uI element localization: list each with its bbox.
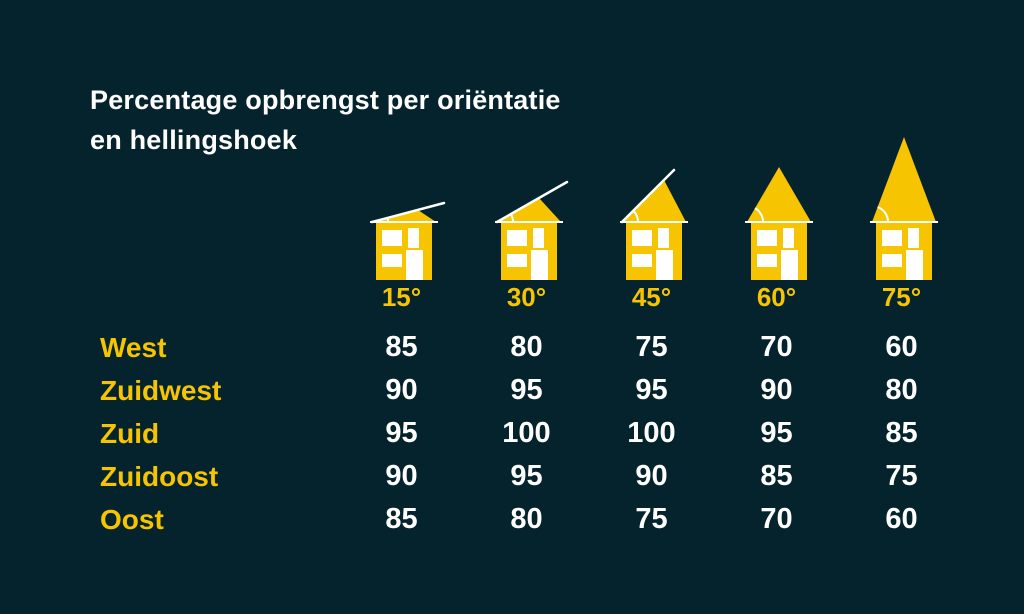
column-header-angle-60: 60° <box>756 282 797 312</box>
data-table: West 85 80 75 70 60 Zuidwest 90 95 95 90… <box>96 326 964 541</box>
column-header-angle-45: 45° <box>631 282 672 312</box>
column-headers-row: 15° 30° 45° 60° 75° <box>339 282 964 313</box>
value-cell: 60 <box>885 503 918 535</box>
value-cell: 95 <box>510 460 543 492</box>
table-row-zuid: Zuid 95 100 100 95 85 <box>96 412 964 455</box>
table-row-zuidwest: Zuidwest 90 95 95 90 80 <box>96 369 964 412</box>
column-header-angle-75: 75° <box>881 282 922 312</box>
house-cell-45 <box>589 130 714 280</box>
page-title-line1: Percentage opbrengst per oriëntatie <box>90 85 561 115</box>
value-cell: 85 <box>385 331 418 363</box>
value-cell: 90 <box>760 374 793 406</box>
row-label-zuidwest: Zuidwest <box>100 374 222 406</box>
value-cell: 75 <box>635 503 668 535</box>
row-label-zuidoost: Zuidoost <box>100 460 219 492</box>
value-cell: 90 <box>385 374 418 406</box>
value-cell: 85 <box>385 503 418 535</box>
house-icon-15deg <box>369 201 445 280</box>
value-cell: 95 <box>635 374 668 406</box>
value-cell: 100 <box>502 417 551 449</box>
row-label-oost: Oost <box>100 503 164 535</box>
value-cell: 95 <box>510 374 543 406</box>
value-cell: 95 <box>760 417 793 449</box>
house-icon-45deg <box>619 168 688 280</box>
page-title-line2: en hellingshoek <box>90 125 298 155</box>
value-cell: 90 <box>385 460 418 492</box>
house-icons-row <box>339 130 964 280</box>
house-cell-60 <box>714 130 839 280</box>
column-header-angle-15: 15° <box>381 282 422 312</box>
value-cell: 75 <box>885 460 918 492</box>
value-cell: 80 <box>510 331 543 363</box>
house-icon-60deg <box>744 167 813 280</box>
house-icon-30deg <box>494 180 568 280</box>
house-cell-30 <box>464 130 589 280</box>
value-cell: 90 <box>635 460 668 492</box>
value-cell: 100 <box>627 417 676 449</box>
house-cell-15 <box>339 130 464 280</box>
house-icon-75deg <box>869 137 938 280</box>
value-cell: 70 <box>760 503 793 535</box>
table-row-west: West 85 80 75 70 60 <box>96 326 964 369</box>
value-cell: 70 <box>760 331 793 363</box>
table-row-zuidoost: Zuidoost 90 95 90 85 75 <box>96 455 964 498</box>
row-label-zuid: Zuid <box>100 417 160 449</box>
table-row-oost: Oost 85 80 75 70 60 <box>96 498 964 541</box>
value-cell: 75 <box>635 331 668 363</box>
value-cell: 85 <box>885 417 918 449</box>
house-cell-75 <box>839 130 964 280</box>
value-cell: 95 <box>385 417 418 449</box>
page-title: Percentage opbrengst per oriëntatie en h… <box>90 80 561 160</box>
column-header-angle-30: 30° <box>506 282 547 312</box>
value-cell: 85 <box>760 460 793 492</box>
value-cell: 80 <box>510 503 543 535</box>
row-label-west: West <box>100 331 167 363</box>
value-cell: 60 <box>885 331 918 363</box>
value-cell: 80 <box>885 374 918 406</box>
